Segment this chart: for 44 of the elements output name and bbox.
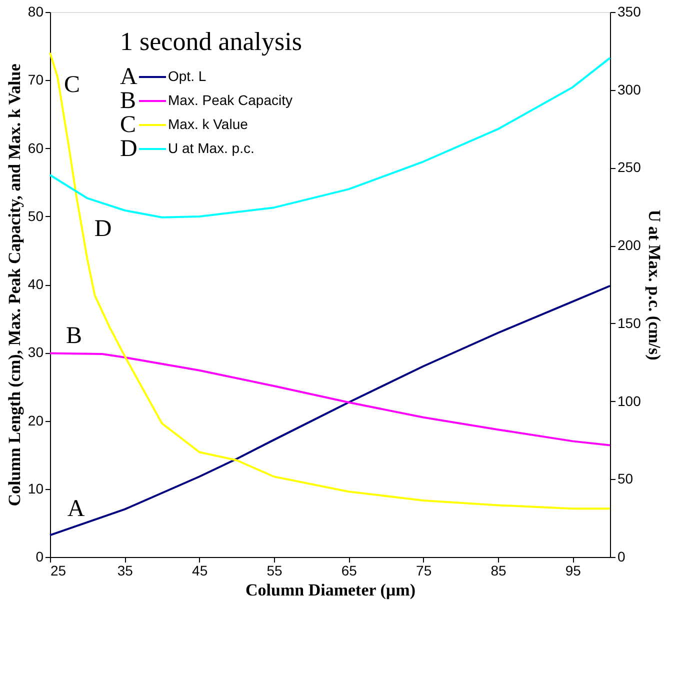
line-series <box>49 284 611 536</box>
legend-label: U at Max. p.c. <box>168 140 254 156</box>
y-tick-label: 0 <box>36 548 44 564</box>
text: C <box>120 112 136 138</box>
x-tick-label: 55 <box>266 562 282 578</box>
y-tick-label: 50 <box>28 208 44 224</box>
x-tick-label: 65 <box>341 562 358 578</box>
x-axis-title: Column Diameter (µm) <box>246 580 416 600</box>
text: D <box>120 136 138 162</box>
legend-label: Max. Peak Capacity <box>168 92 292 108</box>
legend-title: 1 second analysis <box>120 27 302 56</box>
y2-tick-label: 150 <box>618 314 642 331</box>
x-tick-label: 45 <box>192 562 208 578</box>
annotation: C <box>64 72 80 98</box>
x-tick-label: 85 <box>490 562 506 578</box>
legend-label: Max. k Value <box>168 116 248 132</box>
x-tick-label: 75 <box>416 562 432 578</box>
annotation: D <box>94 216 112 242</box>
x-tick-label: 25 <box>50 562 66 578</box>
y-tick-label: 60 <box>28 140 44 156</box>
y-tick-label: 80 <box>28 4 44 20</box>
y2-tick-label: 250 <box>618 159 642 176</box>
annotation: A <box>67 496 86 522</box>
y-tick-label: 70 <box>28 72 44 88</box>
y-tick-label: 20 <box>28 412 44 428</box>
y2-tick-label: 200 <box>618 237 642 254</box>
x-tick-label: 35 <box>117 562 134 578</box>
y2-tick-label: 300 <box>618 81 642 98</box>
legend-label: Opt. L <box>168 68 206 84</box>
y2-axis-title: U at Max. p.c. (cm/s) <box>644 210 664 360</box>
y-tick-label: 40 <box>28 276 44 292</box>
y2-tick-label: 100 <box>618 392 642 409</box>
annotation: B <box>66 323 82 349</box>
y-tick-label: 10 <box>28 480 44 496</box>
text: A <box>120 64 138 90</box>
y-axis-title: Column Length (cm), Max. Peak Capacity, and Max. k Value <box>4 63 24 506</box>
y2-tick-label: 350 <box>618 4 642 20</box>
x-tick-label: 95 <box>565 562 582 578</box>
line-series <box>49 56 611 218</box>
line-series <box>49 352 611 446</box>
y2-tick-label: 0 <box>618 548 626 564</box>
y2-tick-label: 50 <box>618 470 634 487</box>
y-tick-label: 30 <box>28 344 44 360</box>
text: B <box>120 88 136 114</box>
